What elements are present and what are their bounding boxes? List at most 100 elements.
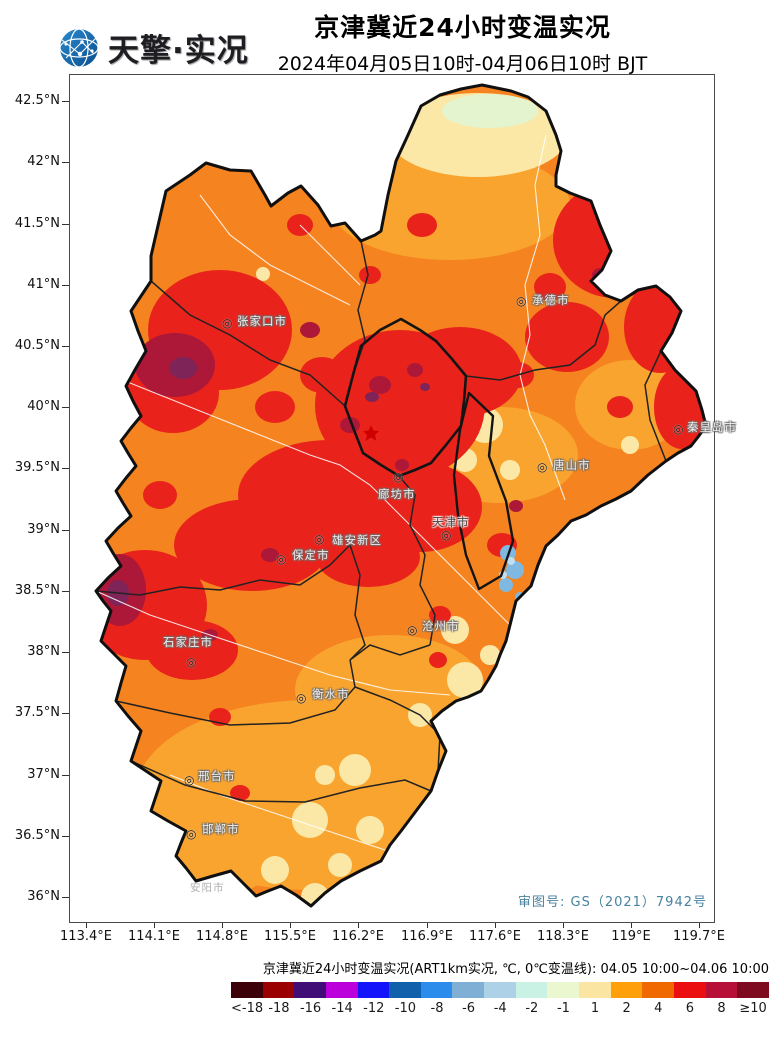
city-label-cangzhou: 沧州市	[422, 619, 460, 633]
colorbar-cell	[294, 982, 326, 998]
lat-tick	[62, 652, 69, 653]
city-marker-icon: ◎	[393, 470, 404, 484]
lat-axis-label: 38°N	[27, 644, 60, 659]
lon-tick	[631, 921, 632, 928]
colorbar-cell	[579, 982, 611, 998]
city-marker-icon: ◎	[407, 623, 418, 637]
lat-axis-label: 37°N	[27, 767, 60, 782]
colorbar-label: 2	[622, 1001, 631, 1016]
city-label-tangshan: 唐山市	[553, 458, 591, 472]
colorbar-cell	[737, 982, 769, 998]
lat-axis-label: 36.5°N	[14, 828, 60, 843]
lat-axis-label: 37.5°N	[14, 705, 60, 720]
city-label-anyang: 安阳市	[190, 882, 225, 894]
lat-axis-label: 40.5°N	[14, 338, 60, 353]
lat-axis-label: 41.5°N	[14, 216, 60, 231]
lat-tick	[62, 407, 69, 408]
colorbar-cell	[547, 982, 580, 998]
lat-axis-label: 42°N	[27, 154, 60, 169]
logo-text: 天擎·实况	[108, 32, 249, 69]
lon-axis-label: 114.8°E	[196, 929, 248, 944]
colorbar-label: -12	[363, 1001, 385, 1016]
city-marker-icon: ◎	[537, 460, 548, 474]
lat-tick	[62, 897, 69, 898]
city-label-langfang: 廊坊市	[378, 487, 416, 501]
city-label-tianjin: 天津市	[432, 515, 470, 529]
lat-tick	[62, 346, 69, 347]
colorbar-label: 6	[685, 1001, 694, 1016]
city-marker-icon: ◎	[314, 532, 325, 546]
colorbar-cell	[642, 982, 674, 998]
lat-tick	[62, 530, 69, 531]
lon-tick	[290, 921, 291, 928]
colorbar-label: -18	[268, 1001, 290, 1016]
survey-number: 审图号: GS（2021）7942号	[517, 895, 707, 910]
colorbar-label: -8	[430, 1001, 444, 1016]
prefecture-borders	[96, 240, 667, 803]
legend-colorbar	[231, 982, 769, 998]
lat-tick	[62, 285, 69, 286]
colorbar-cell	[231, 982, 263, 998]
lat-tick	[62, 775, 69, 776]
city-label-handan: 邯郸市	[202, 822, 240, 836]
lon-axis-label: 118.3°E	[537, 929, 589, 944]
colorbar-label: -2	[525, 1001, 539, 1016]
city-marker-icon: ◎	[184, 773, 195, 787]
colorbar-label: <-18	[231, 1001, 264, 1016]
lon-axis-label: 113.4°E	[60, 929, 112, 944]
city-marker-icon: ◎	[516, 294, 527, 308]
lon-tick	[427, 921, 428, 928]
tianjin-border	[452, 391, 515, 591]
city-label-shijiazhuang: 石家庄市	[163, 635, 213, 649]
colorbar-cell	[325, 982, 358, 998]
colorbar-label: 4	[654, 1001, 663, 1016]
lon-tick	[699, 921, 700, 928]
colorbar-cell	[705, 982, 738, 998]
river-lines	[96, 134, 566, 856]
city-label-hengshui: 衡水市	[312, 687, 350, 701]
lon-axis-label: 115.5°E	[264, 929, 316, 944]
lon-axis-label: 116.2°E	[332, 929, 384, 944]
colorbar-cell	[484, 982, 516, 998]
lat-tick	[62, 591, 69, 592]
city-marker-icon: ◎	[186, 827, 197, 841]
city-label-chengde: 承德市	[532, 293, 570, 307]
lat-axis-label: 39°N	[27, 522, 60, 537]
beijing-border	[343, 317, 468, 478]
colorbar-label: -16	[299, 1001, 322, 1016]
lon-axis-label: 117.6°E	[469, 929, 521, 944]
colorbar-cell	[673, 982, 706, 998]
colorbar-label: -6	[462, 1001, 476, 1016]
city-marker-icon: ◎	[441, 528, 452, 542]
page-subtitle: 2024年04月05日10时-04月06日10时 BJT	[277, 53, 648, 75]
colorbar-label: -14	[331, 1001, 353, 1016]
colorbar-cell	[420, 982, 453, 998]
colorbar-label: 8	[717, 1001, 726, 1016]
lat-axis-label: 42.5°N	[14, 93, 60, 108]
globe-network-icon	[59, 28, 99, 68]
city-label-xiongan: 雄安新区	[332, 533, 382, 547]
lon-tick	[358, 921, 359, 928]
lat-axis-label: 36°N	[27, 889, 60, 904]
lat-axis-label: 40°N	[27, 399, 60, 414]
lat-axis-label: 38.5°N	[14, 583, 60, 598]
city-marker-icon: ◎	[186, 655, 197, 669]
lon-axis-label: 116.9°E	[401, 929, 453, 944]
lon-axis-label: 114.1°E	[128, 929, 180, 944]
page-title: 京津冀近24小时变温实况	[314, 13, 611, 42]
colorbar-cell	[610, 982, 643, 998]
lon-axis-label: 119.7°E	[673, 929, 725, 944]
legend-caption: 京津冀近24小时变温实况(ART1km实况, ℃, 0℃变温线): 04.05 …	[262, 962, 769, 977]
colorbar-cell	[515, 982, 548, 998]
lat-axis-label: 39.5°N	[14, 460, 60, 475]
lat-tick	[62, 224, 69, 225]
lat-tick	[62, 836, 69, 837]
city-marker-icon: ◎	[222, 316, 233, 330]
beijing-star-icon	[363, 425, 379, 441]
brand-logo: 天擎·实况	[56, 24, 249, 70]
lon-tick	[563, 921, 564, 928]
lon-tick	[222, 921, 223, 928]
city-marker-icon: ◎	[276, 552, 287, 566]
city-label-qinhuangdao: 秦皇岛市	[687, 420, 737, 434]
